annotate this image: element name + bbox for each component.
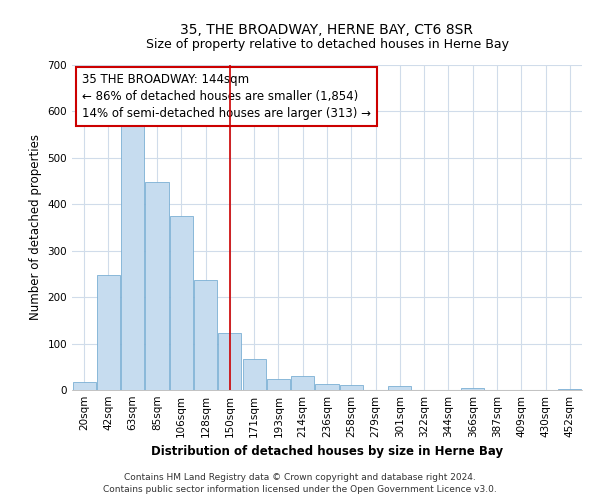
Bar xyxy=(145,182,169,390)
Bar xyxy=(170,216,193,390)
Bar xyxy=(97,276,120,390)
Bar xyxy=(73,382,95,390)
Y-axis label: Number of detached properties: Number of detached properties xyxy=(29,134,42,320)
Bar xyxy=(461,388,484,390)
Bar xyxy=(218,334,241,390)
Text: Contains HM Land Registry data © Crown copyright and database right 2024.
Contai: Contains HM Land Registry data © Crown c… xyxy=(103,472,497,494)
Text: Size of property relative to detached houses in Herne Bay: Size of property relative to detached ho… xyxy=(146,38,509,51)
Bar xyxy=(340,386,363,390)
Text: 35, THE BROADWAY, HERNE BAY, CT6 8SR: 35, THE BROADWAY, HERNE BAY, CT6 8SR xyxy=(181,22,473,36)
Bar xyxy=(194,280,217,390)
Bar xyxy=(267,379,290,390)
Bar xyxy=(559,388,581,390)
Text: 35 THE BROADWAY: 144sqm
← 86% of detached houses are smaller (1,854)
14% of semi: 35 THE BROADWAY: 144sqm ← 86% of detache… xyxy=(82,73,371,120)
Bar xyxy=(316,384,338,390)
Bar xyxy=(291,376,314,390)
X-axis label: Distribution of detached houses by size in Herne Bay: Distribution of detached houses by size … xyxy=(151,446,503,458)
Bar xyxy=(242,359,266,390)
Bar xyxy=(121,120,144,390)
Bar xyxy=(388,386,412,390)
